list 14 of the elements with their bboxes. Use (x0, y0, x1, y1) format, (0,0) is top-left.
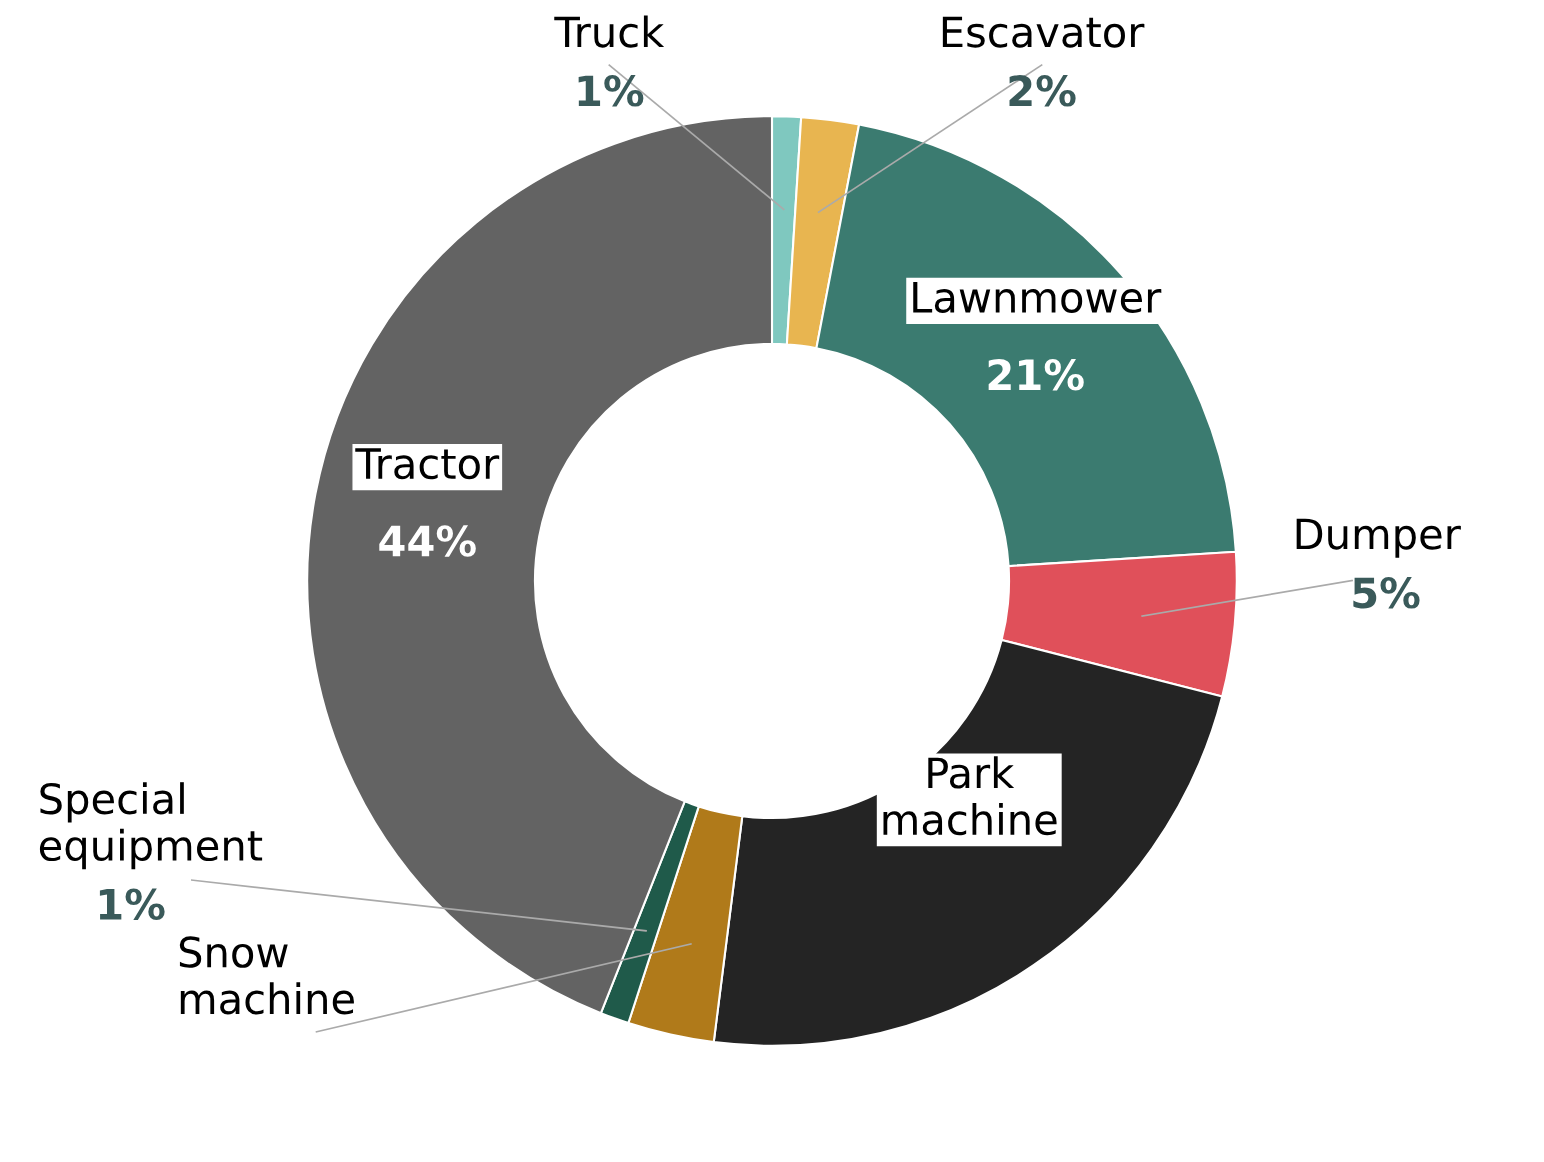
slice-label: Dumper (1296, 518, 1461, 558)
slice-label: Park machine (883, 756, 1057, 836)
slice-label: Special equipment (39, 782, 263, 870)
data-label: 1% (578, 75, 644, 107)
slice-label: Tractor (355, 448, 500, 480)
slice-label: Truck (554, 15, 665, 48)
slice-label: Snow machine (179, 936, 354, 1015)
data-label: 2% (1009, 75, 1076, 107)
data-label: 44% (379, 525, 476, 557)
slice-label: Escavator (942, 16, 1145, 48)
data-label: 1% (99, 888, 165, 921)
data-label: 5% (1353, 577, 1420, 609)
data-label: 21% (988, 358, 1084, 391)
slice-label: Lawnmower (913, 282, 1162, 313)
